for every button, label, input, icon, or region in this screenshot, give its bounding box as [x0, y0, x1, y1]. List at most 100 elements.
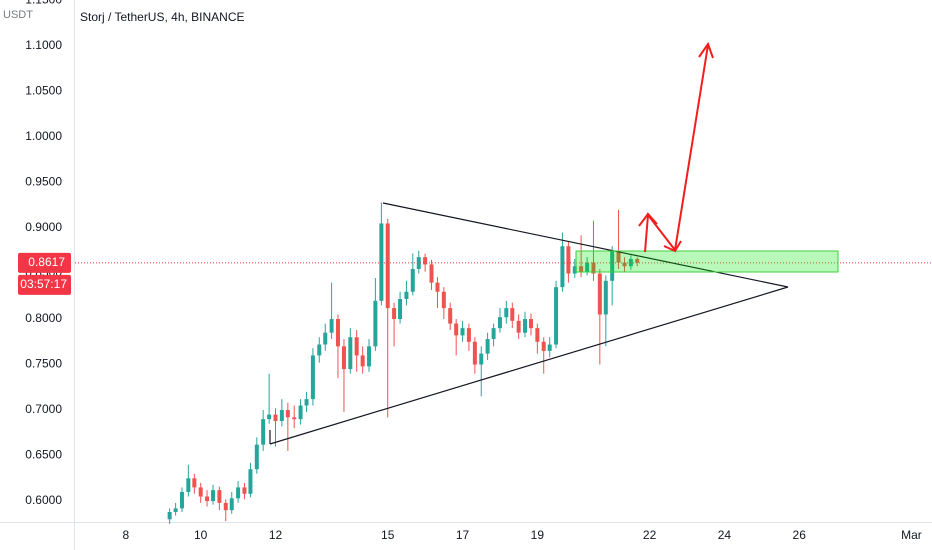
candle-body: [173, 508, 178, 512]
price-unit: USDT: [3, 9, 33, 21]
candle-body: [217, 490, 222, 503]
candle-body: [410, 268, 415, 292]
x-tick-label: 10: [194, 528, 208, 542]
countdown-label: 03:57:17: [20, 277, 67, 291]
trendline-lower: [269, 286, 789, 445]
candle-body: [528, 319, 533, 329]
candle-body: [523, 319, 528, 333]
candle-body: [223, 502, 228, 511]
arrow-head: [698, 41, 714, 59]
candle-body: [429, 264, 434, 283]
y-tick-label: 0.7500: [25, 357, 62, 371]
candle-body: [560, 246, 565, 288]
candle-body: [454, 323, 459, 336]
x-tick-label: 12: [269, 528, 283, 542]
y-tick-label: 1.1500: [25, 0, 62, 7]
y-tick-label: 0.9000: [25, 220, 62, 234]
candle-body: [423, 257, 428, 265]
candle-body: [335, 319, 340, 347]
y-tick-label: 0.7000: [25, 402, 62, 416]
drawings: [269, 41, 839, 445]
candle-body: [304, 399, 309, 406]
arrow-head: [638, 212, 658, 227]
candle-body: [485, 339, 490, 354]
x-tick-label: 8: [123, 528, 130, 542]
candle-body: [441, 291, 446, 309]
candle-body: [622, 262, 627, 267]
candle-body: [236, 487, 241, 499]
candle-body: [373, 300, 378, 347]
candle-body: [211, 490, 216, 502]
candle-body: [398, 299, 403, 320]
candle-body: [510, 308, 515, 321]
candle-body: [186, 478, 191, 492]
candle-body: [591, 262, 596, 274]
candle-body: [341, 346, 346, 370]
y-tick-label: 1.0500: [25, 84, 62, 98]
candle-body: [273, 414, 278, 421]
candle-body: [572, 266, 577, 274]
candle-body: [385, 223, 390, 309]
chart-title: Storj / TetherUS, 4h, BINANCE: [80, 10, 245, 24]
candle-body: [279, 410, 284, 421]
candle-body: [479, 353, 484, 365]
candle-body: [379, 223, 384, 301]
x-tick-label: 22: [643, 528, 657, 542]
x-tick-label: 24: [718, 528, 732, 542]
x-tick-label: 17: [456, 528, 470, 542]
candle-body: [516, 320, 521, 333]
candle-body: [466, 328, 471, 342]
candle-body: [367, 346, 372, 367]
projection-arrow: [644, 44, 709, 253]
candle-body: [610, 250, 615, 281]
candle-body: [616, 250, 621, 263]
countdown-badge: [18, 274, 71, 295]
candle-body: [472, 341, 477, 365]
candle-body: [179, 491, 184, 509]
x-tick-label: 15: [381, 528, 395, 542]
candle-body: [566, 246, 571, 274]
candle-body: [579, 266, 584, 272]
candle-body: [292, 417, 297, 420]
candle-body: [198, 487, 203, 497]
candle-body: [460, 328, 465, 336]
candle-body: [242, 487, 247, 494]
candle-body: [317, 344, 322, 356]
candle-body: [229, 498, 234, 511]
candle-body: [392, 308, 397, 320]
candle-body: [603, 280, 608, 315]
last-price-badge: [18, 252, 71, 273]
x-tick-label: 26: [793, 528, 807, 542]
y-tick-label: 0.8000: [25, 311, 62, 325]
candle-body: [261, 419, 266, 445]
x-tick-label: 19: [531, 528, 545, 542]
target-zone: [575, 250, 839, 273]
candle-body: [448, 308, 453, 324]
trendline-upper: [382, 202, 789, 288]
y-tick-label: 0.6500: [25, 448, 62, 462]
candle-body: [541, 341, 546, 351]
candle-body: [435, 282, 440, 292]
candle-body: [554, 287, 559, 345]
candle-body: [491, 328, 496, 340]
candle-body: [404, 291, 409, 300]
candle-body: [348, 337, 353, 370]
candle-body: [585, 262, 590, 272]
candle-body: [298, 405, 303, 420]
candle-body: [167, 511, 172, 520]
candle-body: [535, 328, 540, 342]
candle-body: [635, 258, 640, 263]
candle-body: [192, 478, 197, 488]
candle-body: [323, 332, 328, 345]
candle-body: [360, 355, 365, 367]
candle-body: [267, 414, 272, 420]
y-tick-label: 1.1000: [25, 38, 62, 52]
candle-body: [205, 496, 210, 502]
last-price-label: 0.8617: [28, 255, 65, 269]
y-tick-label: 1.0000: [25, 129, 62, 143]
x-tick-label: Mar: [901, 528, 922, 542]
y-tick-label: 0.6000: [25, 493, 62, 507]
candle-body: [416, 257, 421, 269]
